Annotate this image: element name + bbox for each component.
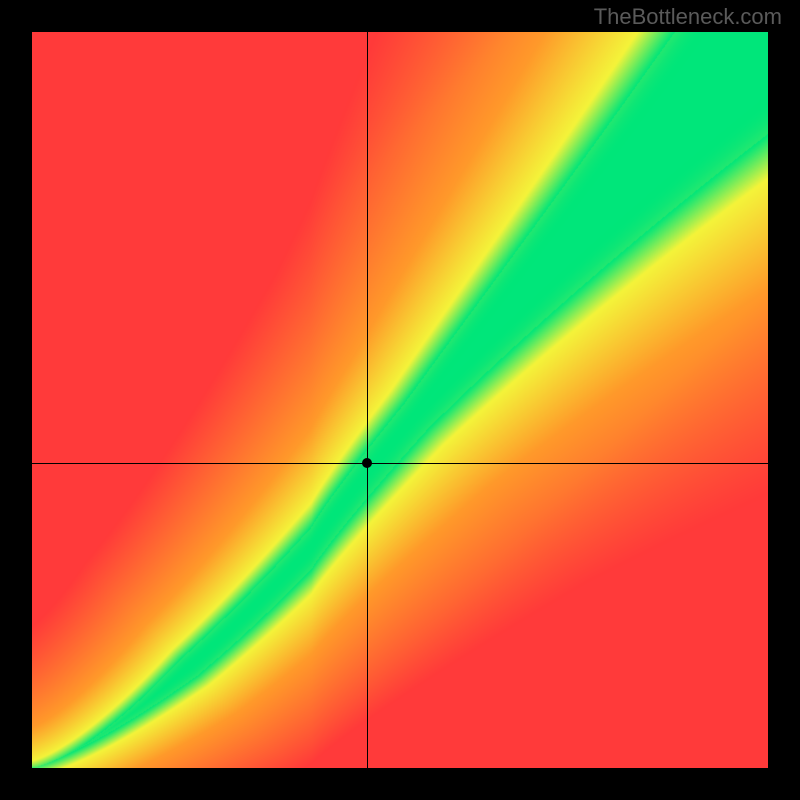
watermark-text: TheBottleneck.com [594, 4, 782, 30]
crosshair-vertical [367, 32, 368, 768]
crosshair-horizontal [32, 463, 768, 464]
data-point-marker [362, 458, 372, 468]
heatmap-canvas [32, 32, 768, 768]
chart-container: TheBottleneck.com [0, 0, 800, 800]
plot-area [32, 32, 768, 768]
